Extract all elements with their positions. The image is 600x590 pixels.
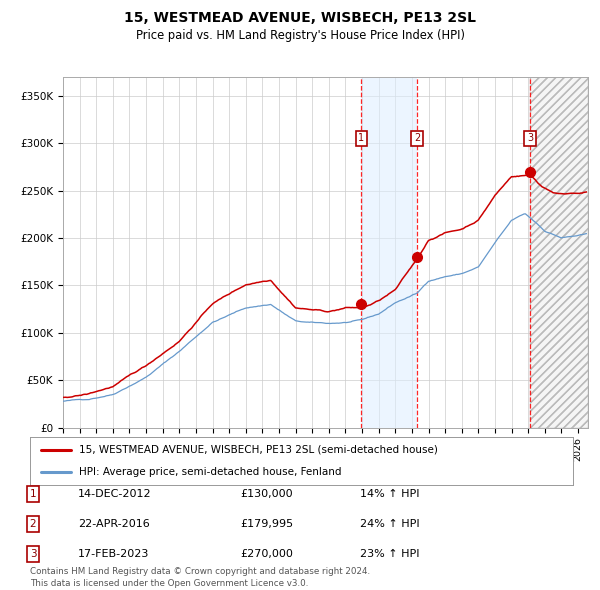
Text: 24% ↑ HPI: 24% ↑ HPI	[360, 519, 419, 529]
Text: 14-DEC-2012: 14-DEC-2012	[78, 489, 152, 499]
Text: 2: 2	[29, 519, 37, 529]
Text: 1: 1	[358, 133, 364, 143]
Bar	[361, 77, 417, 428]
Text: 2: 2	[414, 133, 420, 143]
Bar	[530, 77, 588, 428]
Text: 15, WESTMEAD AVENUE, WISBECH, PE13 2SL: 15, WESTMEAD AVENUE, WISBECH, PE13 2SL	[124, 11, 476, 25]
Text: 17-FEB-2023: 17-FEB-2023	[78, 549, 149, 559]
Text: £179,995: £179,995	[240, 519, 293, 529]
Text: HPI: Average price, semi-detached house, Fenland: HPI: Average price, semi-detached house,…	[79, 467, 341, 477]
Text: 23% ↑ HPI: 23% ↑ HPI	[360, 549, 419, 559]
Text: 1: 1	[29, 489, 37, 499]
Text: 3: 3	[29, 549, 37, 559]
Bar	[530, 77, 588, 428]
Text: 14% ↑ HPI: 14% ↑ HPI	[360, 489, 419, 499]
Text: 3: 3	[527, 133, 533, 143]
Text: £270,000: £270,000	[240, 549, 293, 559]
Text: Contains HM Land Registry data © Crown copyright and database right 2024.
This d: Contains HM Land Registry data © Crown c…	[30, 567, 370, 588]
Text: 22-APR-2016: 22-APR-2016	[78, 519, 150, 529]
Text: 15, WESTMEAD AVENUE, WISBECH, PE13 2SL (semi-detached house): 15, WESTMEAD AVENUE, WISBECH, PE13 2SL (…	[79, 445, 438, 455]
Text: Price paid vs. HM Land Registry's House Price Index (HPI): Price paid vs. HM Land Registry's House …	[136, 29, 464, 42]
Text: £130,000: £130,000	[240, 489, 293, 499]
